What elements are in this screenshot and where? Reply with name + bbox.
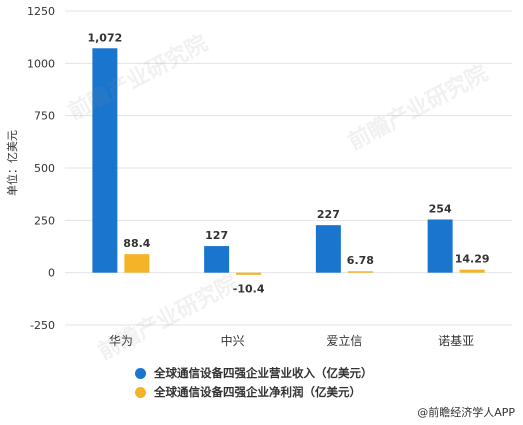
x-tick-label: 中兴 <box>221 333 245 348</box>
bar <box>204 246 230 273</box>
legend-item-revenue[interactable]: 全球通信设备四强企业营业收入（亿美元） <box>135 364 373 382</box>
data-label: 227 <box>317 208 340 221</box>
data-label: 14.29 <box>455 253 490 266</box>
data-label: 254 <box>429 202 452 215</box>
data-label: 88.4 <box>123 237 150 250</box>
y-tick-label: 0 <box>48 267 55 280</box>
legend-label-profit: 全球通信设备四强企业净利润（亿美元） <box>154 385 361 399</box>
legend-marker-revenue <box>135 367 146 379</box>
x-tick-label: 诺基亚 <box>438 334 474 348</box>
y-tick-label: 250 <box>34 214 55 227</box>
bar <box>347 271 373 273</box>
y-tick-label: 750 <box>34 110 55 123</box>
data-label: 6.78 <box>347 254 374 267</box>
bar <box>459 269 485 273</box>
legend-label-revenue: 全球通信设备四强企业营业收入（亿美元） <box>154 366 373 380</box>
data-label: -10.4 <box>233 283 265 296</box>
y-tick-label: 500 <box>34 162 55 175</box>
y-tick-label: -250 <box>30 319 55 332</box>
data-label: 1,072 <box>87 31 122 44</box>
bar <box>315 225 341 273</box>
y-axis-label: 单位：亿美元 <box>5 130 19 196</box>
chart-canvas: -250 0 250 500 750 1000 1250 单位：亿美元 1,072 88.4 华为 1… <box>5 5 512 348</box>
y-tick-label: 1000 <box>27 57 55 70</box>
bar <box>427 219 453 273</box>
source-credit: @前瞻经济学人APP <box>417 406 515 419</box>
x-tick-label: 爱立信 <box>326 333 362 348</box>
legend-item-profit[interactable]: 全球通信设备四强企业净利润（亿美元） <box>135 383 361 401</box>
bar <box>124 254 150 273</box>
data-label: 127 <box>205 229 228 242</box>
bar <box>236 272 262 275</box>
bar <box>92 48 118 273</box>
y-tick-label: 1250 <box>27 5 55 18</box>
legend-marker-profit <box>135 386 146 398</box>
x-tick-label: 华为 <box>109 334 133 348</box>
